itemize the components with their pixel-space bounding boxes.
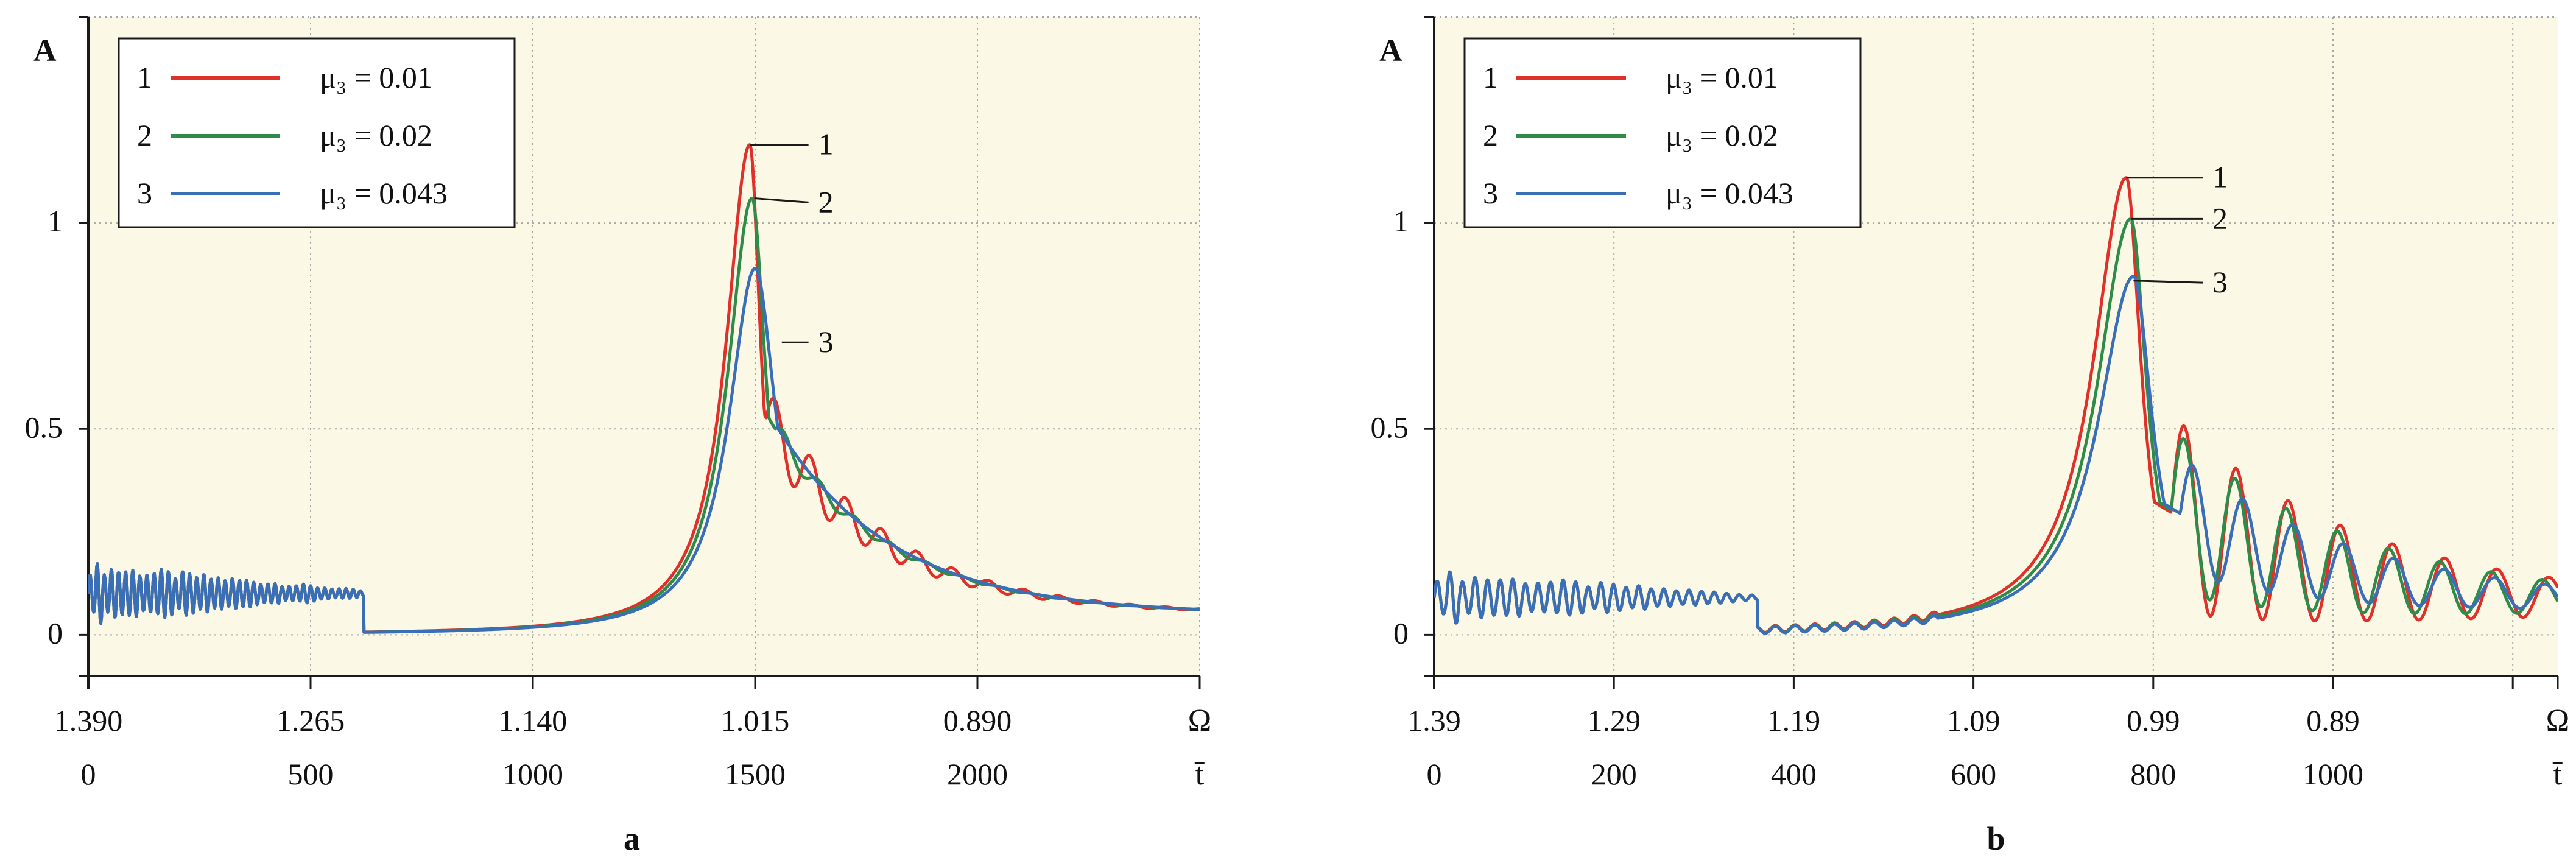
chart-panel-a: 0 0.5 1 A 1.390 1.265 1.140 1.015 0.890 0 500 1000 1… <box>25 16 1212 857</box>
legend-label: μ₃ = 0.01 <box>320 60 432 94</box>
legend-number: 3 <box>137 176 152 210</box>
peak-label: 1 <box>2212 160 2228 194</box>
t-tick-label: 2000 <box>947 757 1008 791</box>
panel-label: b <box>1987 820 2005 857</box>
panel-label: a <box>624 820 640 857</box>
peak-label: 3 <box>2212 265 2228 299</box>
peak-label: 2 <box>818 185 834 219</box>
series-line-3 <box>1434 275 2558 635</box>
legend-box <box>118 37 516 228</box>
series-line-3 <box>88 267 1200 634</box>
y-tick-label: 1 <box>1393 204 1409 238</box>
y-axis-label: A <box>1379 33 1402 68</box>
y-tick-label: 0 <box>48 616 63 650</box>
omega-tick-label: 1.19 <box>1767 703 1821 738</box>
y-tick-label: 1 <box>48 204 63 238</box>
omega-tick-label: 1.390 <box>54 703 123 738</box>
legend-label: μ₃ = 0.043 <box>320 176 448 210</box>
t-tick-label: 600 <box>1951 757 1996 791</box>
t-tick-label: 500 <box>288 757 334 791</box>
omega-tick-label: 1.140 <box>499 703 568 738</box>
y-tick-label: 0 <box>1393 616 1409 650</box>
omega-tick-label: 0.89 <box>2306 703 2360 738</box>
t-tick-label: 1000 <box>502 757 563 791</box>
omega-tick-label: 0.99 <box>2127 703 2180 738</box>
y-tick-label: 0.5 <box>1371 410 1409 444</box>
peak-label: 1 <box>818 127 834 161</box>
chart-panel-b: 0 0.5 1 A 1.39 1.29 1.19 1.09 0.99 0.89 0 200 400 600… <box>1371 16 2570 857</box>
t-tick-label: 1000 <box>2303 757 2363 791</box>
peak-label: 2 <box>2212 201 2228 235</box>
legend-number: 1 <box>1483 60 1498 94</box>
omega-axis-label: Ω <box>1188 703 1212 738</box>
t-tick-label: 0 <box>81 757 96 791</box>
omega-tick-label: 1.265 <box>276 703 345 738</box>
legend-number: 2 <box>137 118 152 152</box>
t-tick-label: 200 <box>1591 757 1637 791</box>
omega-axis-label: Ω <box>2546 703 2570 738</box>
legend-number: 2 <box>1483 118 1498 152</box>
peak-leader-line <box>2133 280 2203 284</box>
t-tick-label: 800 <box>2130 757 2176 791</box>
legend-label: μ₃ = 0.043 <box>1666 176 1793 210</box>
y-axis-label: A <box>33 33 57 68</box>
legend-box <box>1463 37 1862 228</box>
t-tick-label: 0 <box>1427 757 1442 791</box>
legend-label: μ₃ = 0.02 <box>320 118 432 152</box>
t-axis-label: t̄ <box>1195 757 1205 792</box>
omega-tick-label: 1.39 <box>1407 703 1461 738</box>
legend-number: 1 <box>137 60 152 94</box>
legend-number: 3 <box>1483 176 1498 210</box>
omega-tick-label: 0.890 <box>943 703 1012 738</box>
omega-tick-label: 1.29 <box>1587 703 1641 738</box>
peak-leader-line <box>754 197 809 203</box>
legend-label: μ₃ = 0.01 <box>1666 60 1778 94</box>
omega-tick-label: 1.09 <box>1947 703 2001 738</box>
t-tick-label: 1500 <box>725 757 786 791</box>
y-tick-label: 0.5 <box>25 410 63 444</box>
peak-label: 3 <box>818 325 834 359</box>
omega-tick-label: 1.015 <box>721 703 790 738</box>
t-tick-label: 400 <box>1771 757 1817 791</box>
t-axis-label: t̄ <box>2553 757 2563 792</box>
legend-label: μ₃ = 0.02 <box>1666 118 1778 152</box>
